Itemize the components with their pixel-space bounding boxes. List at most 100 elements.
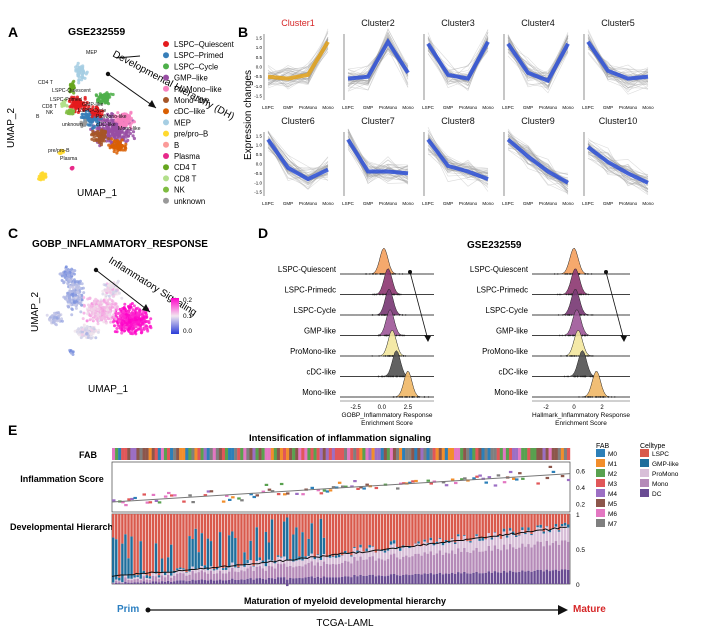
ridge-point [576, 375, 579, 378]
dh-bar-segment [490, 550, 494, 573]
fab-cell [402, 448, 406, 460]
score-point [508, 470, 513, 474]
dh-bar-segment [502, 570, 506, 584]
umap-point [106, 117, 110, 121]
ridge-point [390, 355, 392, 357]
ridge-density [532, 309, 630, 336]
dh-bar-segment [527, 544, 530, 571]
dh-bar-segment [301, 578, 304, 584]
dh-bar-segment [145, 578, 149, 580]
dh-bar-segment [313, 514, 316, 557]
score-point [270, 490, 275, 493]
umap-point [97, 96, 101, 100]
dh-bar-segment [237, 572, 240, 581]
score-point [124, 504, 128, 507]
dh-bar-segment [273, 563, 277, 569]
umap-point [126, 115, 131, 119]
legend-label: M5 [608, 501, 617, 508]
fab-cell [478, 448, 482, 460]
dh-bar-segment [560, 514, 564, 524]
x-tick-label: Mono [642, 201, 654, 206]
y-tick-label: -0.5 [254, 74, 262, 79]
umap-point [120, 144, 124, 148]
score-point [145, 501, 150, 504]
dh-bar-segment [154, 576, 158, 582]
dh-bar-segment [414, 543, 417, 554]
ridge-point [403, 334, 406, 337]
legend-label: MEP [174, 118, 191, 127]
umap-point [64, 265, 68, 269]
dh-bar-segment [405, 555, 408, 575]
dh-bar-segment [115, 539, 118, 580]
dh-bar-segment [484, 550, 487, 573]
fab-cell [276, 448, 281, 460]
ridge-point [395, 334, 398, 337]
umap-point [136, 313, 140, 317]
umap-point [106, 102, 111, 106]
ridge-point [581, 375, 583, 378]
umap-point [76, 67, 80, 72]
umap-point [124, 142, 128, 146]
dh-bar-segment [319, 518, 323, 560]
umap-point [66, 271, 70, 275]
dh-bar-segment [179, 569, 182, 573]
ridge-point [578, 396, 580, 398]
dh-bar-segment [450, 514, 454, 539]
dh-bar-segment [118, 583, 121, 584]
dh-bar-segment [316, 555, 320, 563]
y-tick-label: 0.5 [256, 55, 263, 60]
fab-cell [130, 448, 134, 460]
dh-bar-segment [383, 576, 387, 584]
dh-bar-segment [563, 569, 567, 584]
dh-bar-segment [267, 577, 271, 584]
umap-point [112, 313, 116, 317]
ridge-point [401, 334, 403, 337]
trend-arrowhead [424, 335, 431, 342]
legend-swatch [163, 197, 169, 204]
umap-point [139, 331, 143, 335]
umap-point [74, 68, 78, 72]
dh-bar-segment [325, 514, 329, 558]
x-tick-label: GMP [523, 105, 533, 110]
umap-point [129, 316, 132, 319]
dh-bar-segment [203, 580, 207, 584]
ridge-point [392, 355, 394, 357]
dh-bar-segment [377, 549, 381, 559]
umap-point [110, 137, 114, 141]
umap-point [142, 316, 145, 320]
ridge-density [532, 350, 630, 377]
legend-label: LSPC–Quiescent [174, 40, 235, 49]
cluster-label: MEP [86, 50, 98, 56]
dh-bar-segment [386, 548, 390, 551]
umap-point [83, 76, 87, 80]
fab-cell [237, 448, 241, 460]
dh-bar-segment [151, 581, 155, 584]
dh-bar-segment [383, 550, 387, 553]
gene-trace [267, 143, 329, 185]
dh-bar-segment [279, 577, 283, 584]
dh-bar-segment [441, 554, 445, 575]
umap-point [106, 317, 110, 321]
umap-point [81, 330, 85, 334]
x-tick-label: 2.5 [404, 405, 413, 411]
dh-bar-segment [447, 543, 451, 554]
dh-bar-segment [359, 544, 362, 548]
score-point [331, 486, 336, 489]
dh-bar-segment [319, 514, 323, 519]
dh-bar-segment [438, 572, 442, 584]
umap-point [90, 313, 94, 316]
dh-bar-segment [292, 514, 295, 535]
gene-trace [347, 128, 409, 175]
score-point [173, 494, 177, 497]
dh-bar-segment [542, 531, 545, 534]
fab-cell [334, 448, 339, 460]
umap-point [103, 98, 107, 102]
umap-point [110, 299, 114, 303]
dh-bar-segment [487, 533, 490, 546]
dh-bar-segment [234, 579, 237, 584]
dh-bar-segment [450, 572, 454, 584]
dh-bar-segment [365, 514, 368, 549]
dh-bar-segment [328, 554, 332, 558]
dh-bar-segment [151, 573, 155, 576]
